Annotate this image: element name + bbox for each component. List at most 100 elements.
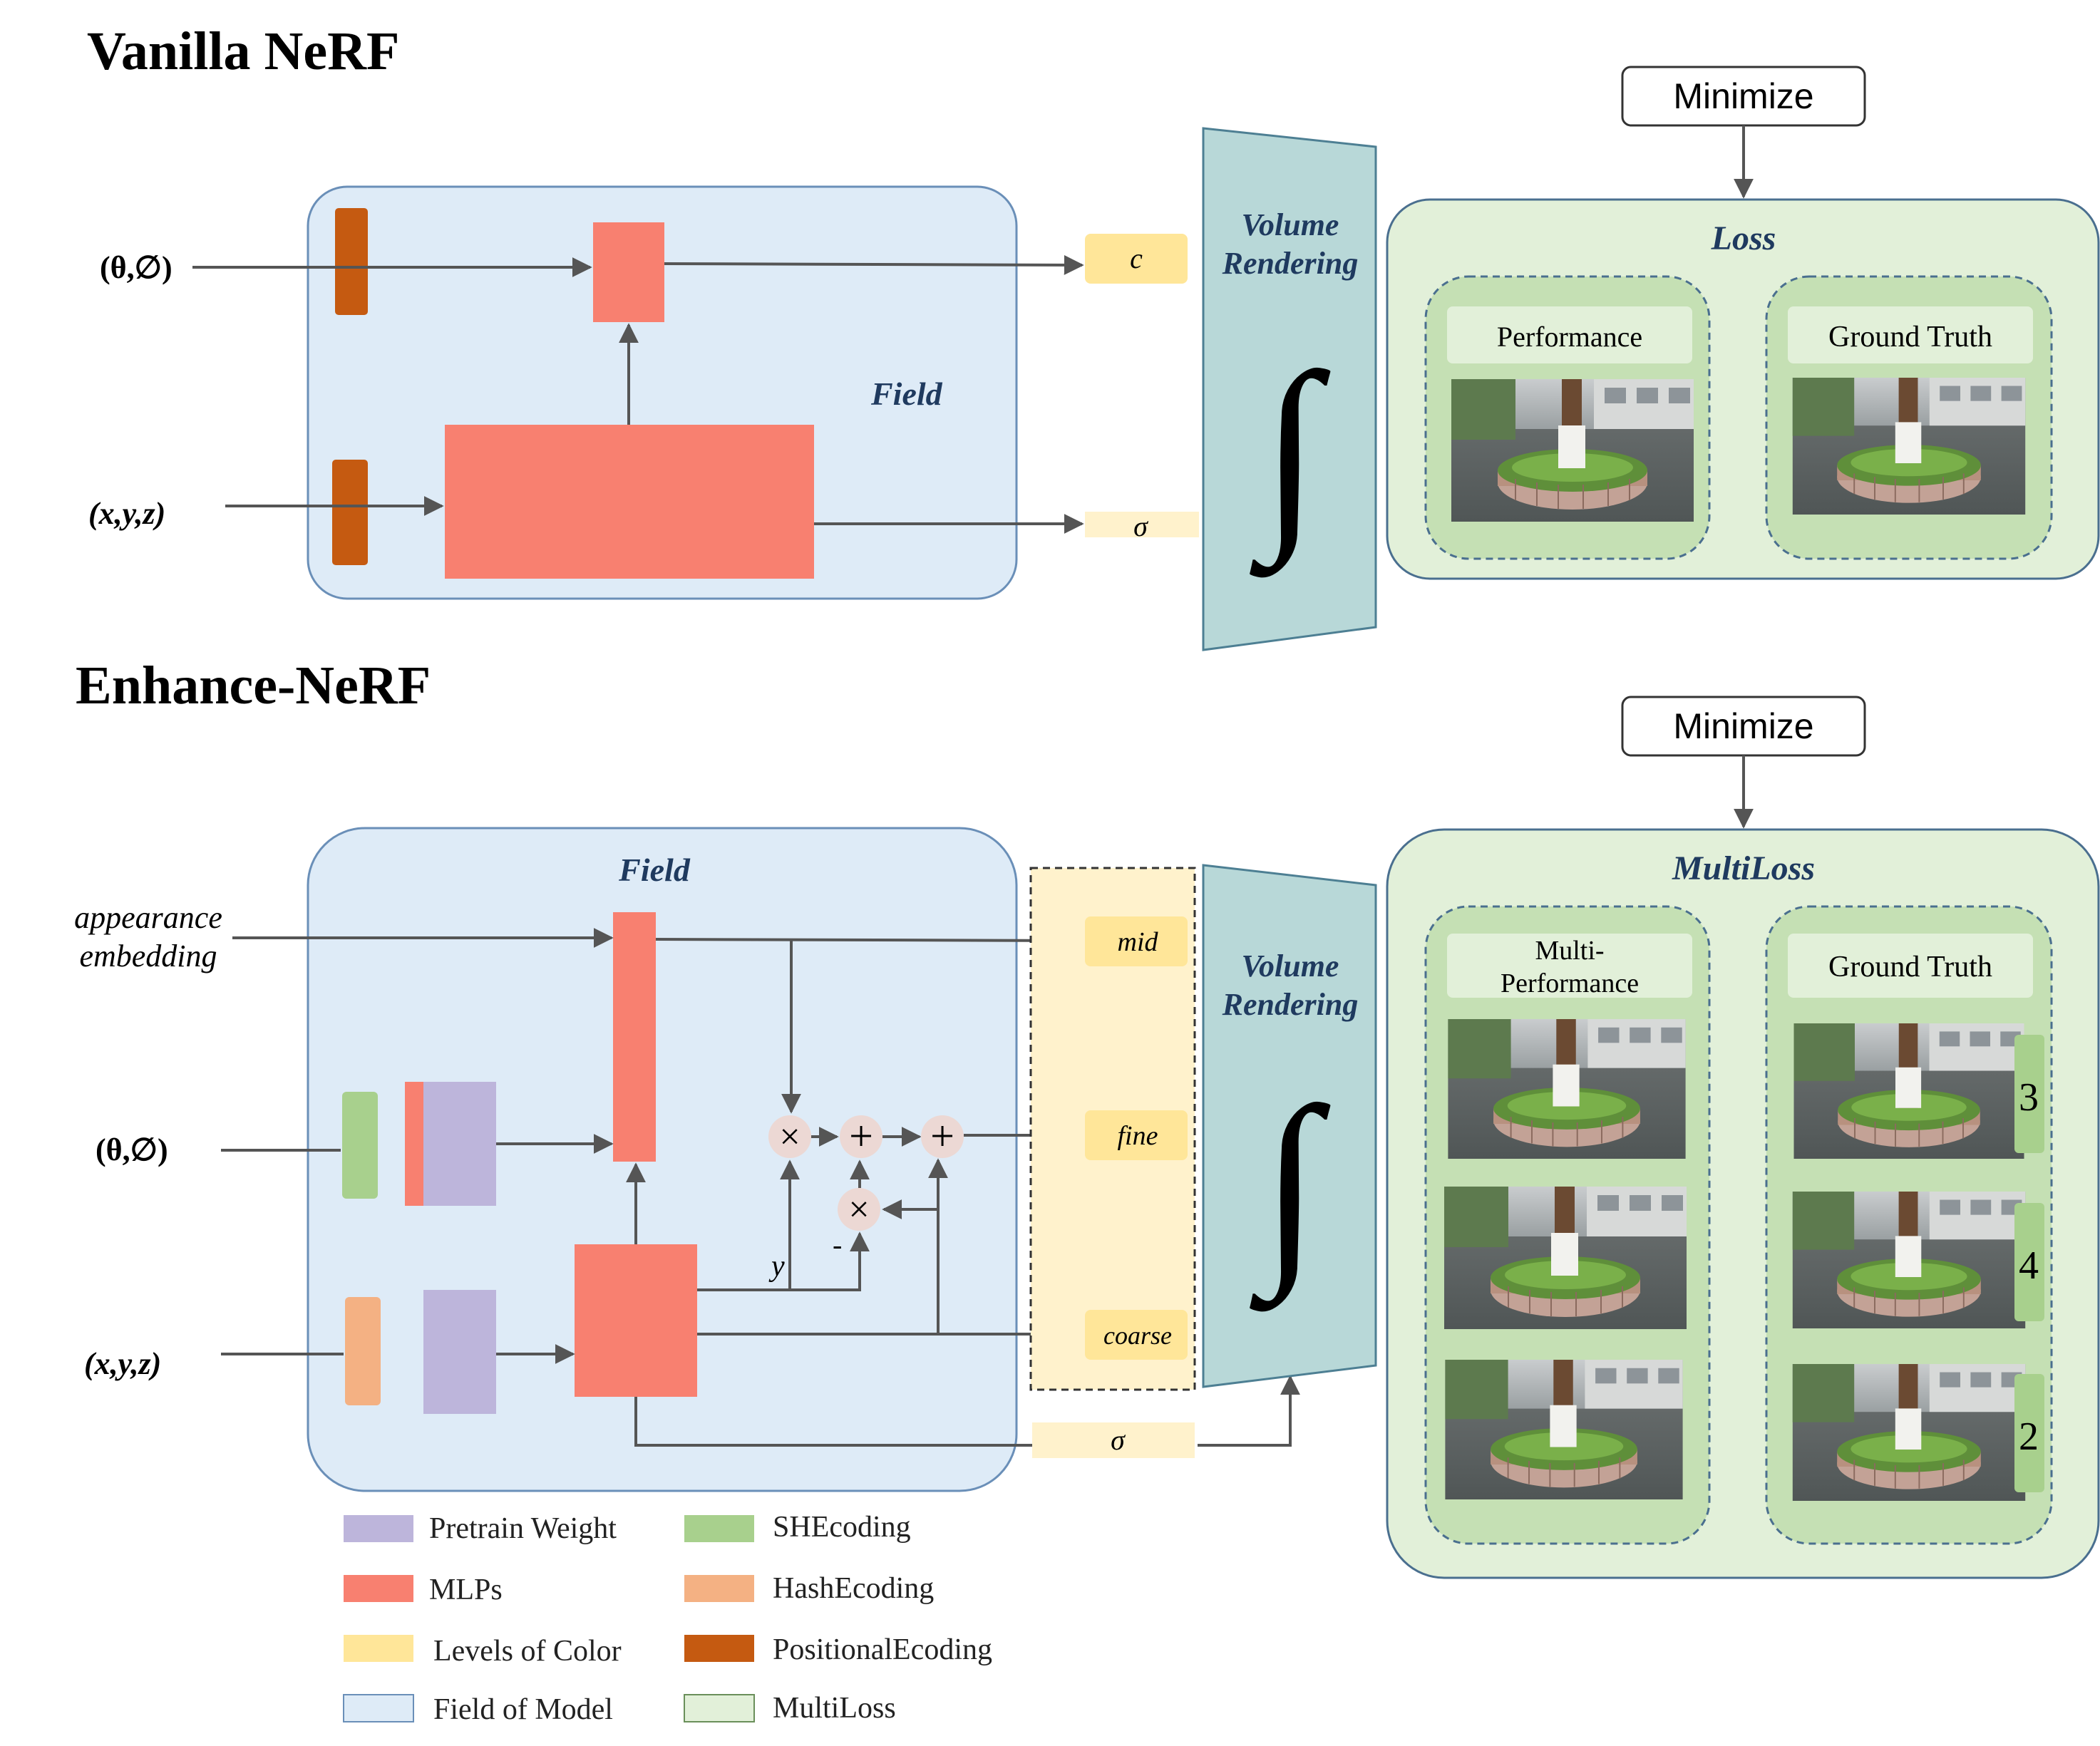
- legend-swatch-levels-of-color: [344, 1635, 413, 1662]
- legend: Pretrain Weight SHEcoding MLPs HashEcodi…: [343, 1511, 992, 1726]
- enhance-level-tab-2: [2014, 1203, 2044, 1321]
- enhance-output-sigma-label: σ: [1111, 1424, 1126, 1456]
- enhance-minimize-label: Minimize: [1673, 706, 1813, 746]
- enhance-input-appearance-line1: appearance: [74, 900, 222, 935]
- enhance-input-appearance-line2: embedding: [79, 939, 217, 973]
- legend-swatch-multiloss: [684, 1694, 755, 1722]
- legend-label-hashecoding: HashEcoding: [773, 1572, 934, 1605]
- legend-label-shecoding: SHEcoding: [773, 1511, 911, 1544]
- enhance-volume-rendering-line1: Volume: [1242, 949, 1339, 983]
- enhance-add-op-2-sign: +: [930, 1112, 954, 1159]
- vanilla-performance-label: Performance: [1497, 321, 1642, 353]
- enhance-dir-pretrain: [423, 1082, 496, 1206]
- vanilla-output-c-label: c: [1130, 242, 1143, 274]
- enhance-pos-pretrain: [423, 1290, 496, 1414]
- enhance-ground-truth-image-2: [1791, 1192, 2027, 1328]
- enhance-add-op-1-sign: +: [849, 1112, 873, 1159]
- enhance-output-fine-label: fine: [1118, 1121, 1158, 1151]
- legend-label-mlps: MLPs: [429, 1574, 503, 1606]
- vanilla-positional-encoding-pos: [332, 460, 368, 565]
- enhance-arrow-to-mid: [655, 930, 1084, 951]
- enhance-input-dir: (θ,∅): [96, 1132, 168, 1167]
- enhance-output-coarse-label: coarse: [1103, 1321, 1172, 1350]
- enhance-add-op-1: [840, 1115, 882, 1158]
- vanilla-positional-encoding-dir: [335, 208, 368, 315]
- enhance-performance-label-line2: Performance: [1501, 968, 1639, 998]
- enhance-color-mlp: [613, 912, 656, 1162]
- enhance-minus-sign: -: [833, 1229, 842, 1261]
- enhance-performance-header: [1447, 934, 1692, 998]
- enhance-input-pos: (x,y,z): [84, 1346, 161, 1381]
- vanilla-volume-rendering-line2: Rendering: [1222, 246, 1359, 281]
- enhance-integral-sign: ∫: [1247, 1064, 1331, 1314]
- enhance-ground-truth-image-1: [1793, 1023, 2025, 1159]
- vanilla-density-mlp: [445, 425, 814, 579]
- vanilla-title: Vanilla NeRF: [87, 21, 399, 81]
- enhance-ground-truth-label: Ground Truth: [1828, 951, 1992, 983]
- enhance-sh-encoding: [342, 1092, 378, 1199]
- vanilla-output-sigma: [1085, 512, 1199, 537]
- enhance-level-tab-3: [2014, 1374, 2044, 1492]
- vanilla-performance-header: [1447, 306, 1692, 363]
- legend-label-field-of-model: Field of Model: [433, 1693, 613, 1726]
- legend-label-multiloss: MultiLoss: [773, 1692, 896, 1725]
- legend-swatch-field-of-model: [343, 1694, 414, 1722]
- legend-swatch-positionalecoding: [684, 1635, 754, 1662]
- legend-swatch-mlps: [344, 1575, 413, 1602]
- enhance-level-number-3: 2: [2019, 1415, 2039, 1459]
- enhance-field-label: Field: [618, 852, 691, 888]
- vanilla-input-dir: (θ,∅): [100, 250, 173, 285]
- enhance-output-fine: [1085, 1110, 1188, 1160]
- legend-swatch-hashecoding: [684, 1575, 754, 1602]
- enhance-volume-rendering-line2: Rendering: [1222, 987, 1359, 1022]
- enhance-multiply-op-2-sign: ×: [848, 1189, 869, 1230]
- vanilla-arrow-to-c: [664, 254, 1084, 275]
- enhance-volume-rendering: [1202, 864, 1377, 1388]
- enhance-performance-label-line1: Multi-: [1535, 936, 1604, 966]
- enhance-multiply-op-2: [838, 1188, 880, 1231]
- enhance-add-op-2: [921, 1115, 964, 1158]
- vanilla-integral-sign: ∫: [1247, 330, 1331, 580]
- vanilla-color-mlp: [593, 222, 664, 322]
- vanilla-ground-truth-image: [1791, 378, 2027, 515]
- enhance-multiply-op-1: [768, 1115, 811, 1158]
- enhance-output-mid-label: mid: [1118, 927, 1159, 957]
- legend-swatch-shecoding: [684, 1515, 754, 1542]
- enhance-performance-image-2: [1444, 1186, 1687, 1330]
- vanilla-input-pos: (x,y,z): [88, 496, 165, 531]
- enhance-density-mlp: [575, 1244, 697, 1397]
- enhance-output-sigma: [1032, 1422, 1195, 1458]
- enhance-arrow-sigma-to-volume: [1198, 1375, 1300, 1447]
- enhance-multiloss-label: MultiLoss: [1672, 849, 1815, 887]
- legend-label-pretrain-weight: Pretrain Weight: [429, 1512, 617, 1545]
- legend-label-positionalecoding: PositionalEcoding: [773, 1633, 992, 1666]
- enhance-performance-image-1: [1447, 1019, 1687, 1159]
- enhance-ground-truth-image-3: [1791, 1364, 2027, 1501]
- vanilla-volume-rendering-line1: Volume: [1242, 207, 1339, 242]
- enhance-level-number-2: 4: [2019, 1244, 2039, 1288]
- vanilla-field-label: Field: [870, 376, 943, 412]
- vanilla-minimize-label: Minimize: [1673, 76, 1813, 116]
- vanilla-volume-rendering: [1202, 127, 1377, 651]
- vanilla-loss-label: Loss: [1711, 219, 1776, 257]
- vanilla-output-c: [1085, 234, 1188, 284]
- legend-swatch-pretrain-weight: [344, 1515, 413, 1542]
- vanilla-output-sigma-label: σ: [1133, 510, 1148, 542]
- enhance-dir-mlp-strip: [405, 1082, 426, 1206]
- vanilla-ground-truth-label: Ground Truth: [1828, 321, 1992, 353]
- enhance-performance-image-3: [1444, 1360, 1684, 1499]
- vanilla-ground-truth-header: [1788, 306, 2033, 363]
- enhance-level-number-1: 3: [2019, 1075, 2039, 1120]
- enhance-var-y: y: [768, 1250, 785, 1283]
- enhance-hash-encoding: [345, 1297, 381, 1405]
- enhance-output-coarse: [1085, 1310, 1188, 1360]
- enhance-title: Enhance-NeRF: [76, 656, 431, 716]
- vanilla-performance-image: [1451, 379, 1694, 522]
- enhance-level-tab-1: [2014, 1035, 2044, 1153]
- enhance-arrow-to-sigma: [634, 1397, 1063, 1455]
- enhance-arrow-y-to-mul2: [790, 1231, 870, 1291]
- enhance-multiply-op-1-sign: ×: [779, 1117, 800, 1157]
- enhance-output-mid: [1085, 916, 1188, 966]
- enhance-ground-truth-header: [1788, 934, 2033, 998]
- legend-label-levels-of-color: Levels of Color: [433, 1635, 622, 1668]
